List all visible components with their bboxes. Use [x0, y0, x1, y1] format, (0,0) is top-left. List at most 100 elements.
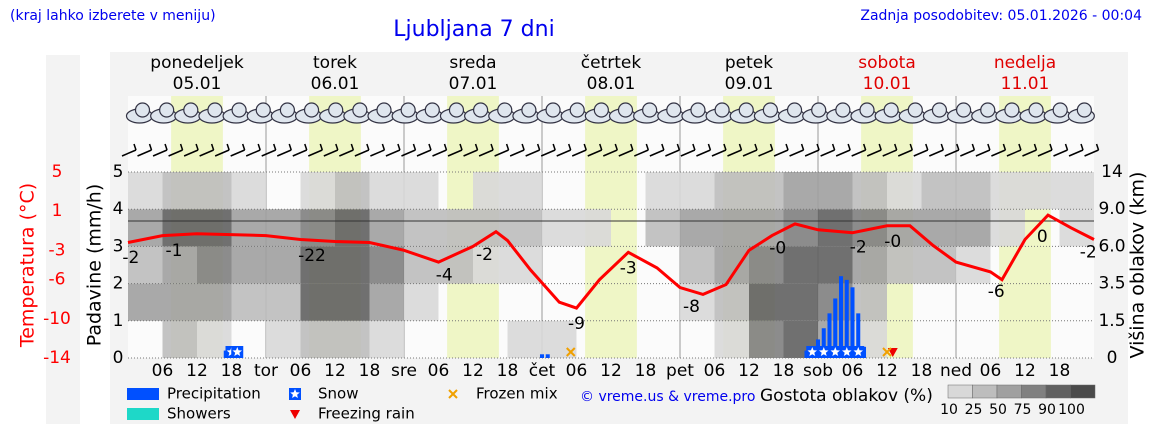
marker-star	[819, 347, 829, 356]
temp-label: -22	[298, 246, 326, 266]
cloud-cover-cell	[1059, 172, 1094, 210]
cloud-cover-cell	[680, 246, 715, 284]
wind-barb	[1033, 143, 1038, 151]
wind-barb	[350, 143, 355, 151]
wind-barb	[831, 143, 836, 151]
wind-barb	[323, 149, 339, 157]
precip-type-marker	[231, 346, 244, 358]
wind-barb	[273, 143, 277, 151]
weather-icon	[753, 102, 782, 124]
cloud-tick-label: 6.0	[1098, 236, 1125, 256]
cloud-cover-cell	[369, 172, 404, 210]
x-tick-label: 06	[980, 361, 1002, 381]
precip-axis-title: Padavine (mm/h)	[84, 184, 106, 347]
wind-barb	[707, 143, 712, 151]
cloud-cover-cell	[680, 209, 715, 247]
cloud-legend-swatch	[1021, 384, 1047, 399]
temp-tick-label: -10	[43, 309, 71, 329]
cloud-cover-cell	[197, 172, 232, 210]
cloud-cover-cell	[162, 172, 197, 210]
wind-barb	[381, 143, 386, 151]
wind-barb	[226, 143, 230, 151]
weather-icon	[488, 102, 516, 124]
cloud-cover-cell	[300, 320, 335, 358]
legend-label: Frozen mix	[476, 385, 558, 403]
icon-cloud	[786, 102, 803, 118]
weather-icon	[898, 102, 926, 124]
x-tick-label: 18	[773, 361, 795, 381]
wind-barb	[630, 143, 634, 151]
cloud-cover-cell	[197, 209, 232, 247]
wind-barb	[148, 143, 153, 151]
cloud-cover-cell	[231, 172, 266, 210]
marker-star	[830, 347, 840, 356]
wind-barb	[587, 149, 603, 157]
wind-barb	[230, 149, 245, 157]
day-date: 11.01	[1001, 74, 1050, 94]
cloud-cover-cell	[507, 320, 542, 358]
wind-barb	[661, 143, 665, 151]
icon-cloud	[738, 102, 754, 118]
cloud-cover-cell	[887, 172, 922, 210]
temp-label: -6	[988, 282, 1005, 302]
cloud-axis-title: Višina oblakov (km)	[1127, 172, 1149, 359]
weather-icon	[995, 102, 1023, 124]
wind-barb	[897, 149, 913, 157]
precip-type-marker	[887, 348, 898, 357]
cloud-cover-cell	[231, 283, 266, 321]
wind-barb	[494, 149, 509, 157]
x-tick-label: 12	[738, 361, 760, 381]
cloud-cover-cell	[266, 209, 301, 247]
x-tick-label: 12	[1014, 361, 1036, 381]
cloud-cover-cell	[749, 172, 784, 210]
wind-barb	[261, 149, 277, 157]
wind-barb	[168, 149, 183, 157]
x-tick-label: pet	[666, 361, 694, 381]
wind-barb	[665, 149, 680, 157]
wind-barb	[851, 149, 866, 157]
temp-label: -0	[884, 232, 901, 252]
weather-icon	[198, 102, 226, 124]
x-tick-label: 18	[359, 361, 381, 381]
wind-barb	[894, 143, 898, 151]
wind-barb	[152, 149, 168, 157]
x-tick-label: 12	[186, 361, 208, 381]
marker-stroke	[448, 389, 458, 399]
cloud-cover-cell	[1025, 172, 1060, 210]
cloud-cover-cell	[162, 209, 197, 247]
icon-cloud	[400, 102, 416, 118]
icon-cloud	[835, 102, 851, 118]
wind-barb	[800, 143, 805, 151]
weather-icon	[971, 102, 999, 124]
x-tick-label: sre	[391, 361, 417, 381]
icon-cloud	[1052, 102, 1068, 118]
wind-barb	[199, 149, 214, 157]
cloud-legend-label: 25	[965, 402, 983, 418]
cloud-cover-cell	[680, 172, 715, 210]
precip-bar	[827, 313, 832, 358]
icon-cloud	[545, 102, 561, 118]
day-date: 09.01	[725, 74, 774, 94]
cloud-legend-label: 100	[1058, 402, 1085, 418]
temp-label: -1	[166, 241, 183, 261]
wind-barb	[676, 143, 681, 151]
cloud-cover-cell	[300, 246, 335, 284]
temp-tick-label: 5	[52, 162, 63, 182]
wind-barb	[925, 143, 929, 151]
day-date: 08.01	[587, 74, 636, 94]
wind-barb	[463, 149, 478, 157]
weather-icon	[922, 102, 951, 124]
icon-cloud	[955, 102, 972, 118]
wind-barb	[738, 143, 743, 151]
cloud-cover-cell	[128, 172, 163, 210]
weather-icon	[681, 102, 709, 124]
cloud-cover-cell	[197, 283, 232, 321]
wind-barb	[292, 149, 308, 157]
wind-barb	[680, 149, 696, 157]
cloud-legend-label: 75	[1014, 402, 1032, 418]
wind-barb	[412, 143, 417, 151]
precip-bar	[545, 354, 550, 358]
weather-icon	[367, 102, 395, 124]
cloud-cover-cell	[300, 283, 335, 321]
precip-type-marker	[817, 346, 830, 358]
